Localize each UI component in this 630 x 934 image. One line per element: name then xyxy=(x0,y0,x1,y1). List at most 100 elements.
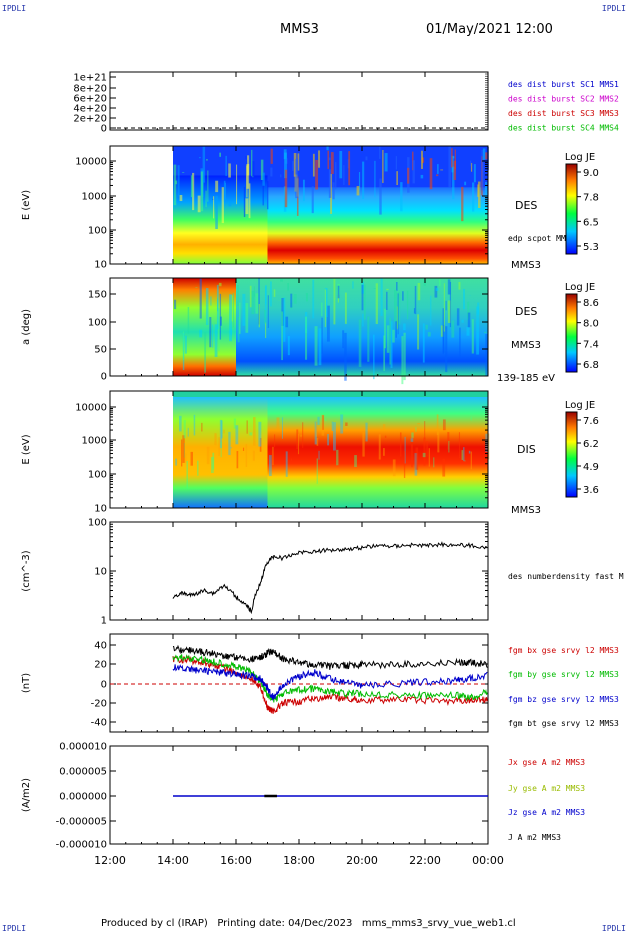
des-pitch-streak xyxy=(314,326,318,366)
des-energy-streak xyxy=(262,184,264,206)
dis-energy-streak xyxy=(463,460,466,462)
des-pitch-colorbar-tick-label: 7.4 xyxy=(583,339,599,350)
des-pitch-streak xyxy=(258,278,260,325)
des-pitch-streak xyxy=(305,316,308,360)
des-energy-ytick-label: 100 xyxy=(88,226,107,237)
des-energy-streak xyxy=(362,161,365,199)
des-pitch-streak xyxy=(199,329,203,338)
dis-energy-colorbar-tick-label: 7.6 xyxy=(583,416,599,427)
des-energy-streak xyxy=(270,167,273,177)
dis-energy-pre xyxy=(173,397,268,508)
des-energy-streak xyxy=(421,150,423,169)
dis-energy-streak xyxy=(325,418,327,421)
des-pitch-streak xyxy=(463,288,466,310)
current-ylabel: (A/m2) xyxy=(21,778,32,812)
dis-energy-streak xyxy=(268,455,272,477)
dis-energy-ytick-label: 10 xyxy=(94,504,107,515)
des-pitch-streak xyxy=(199,278,202,319)
des-energy-streak xyxy=(437,164,439,174)
des-pitch-streak xyxy=(195,286,198,288)
des-energy-streak xyxy=(348,151,351,186)
des-pitch-streak xyxy=(445,326,448,373)
des-pitch-streak xyxy=(255,293,259,314)
des-pitch-streak xyxy=(237,285,239,307)
current-ytick-label: 0.000010 xyxy=(59,742,107,753)
des-pitch-streak xyxy=(471,319,474,354)
dis-energy-streak xyxy=(433,457,435,468)
des-pitch-streak xyxy=(321,317,323,354)
des-pitch-streak xyxy=(373,334,375,380)
bfield-series-line-2 xyxy=(172,654,488,703)
bfield-legend-3: fgm bz gse srvy l2 MMS3 xyxy=(508,695,619,704)
des-energy-streak xyxy=(311,186,314,214)
dis-energy-streak xyxy=(181,439,183,467)
dis-energy-streak xyxy=(345,422,348,426)
dis-energy-streak xyxy=(336,449,339,466)
des-energy-streak xyxy=(461,186,464,222)
dis-energy-streak xyxy=(423,437,426,466)
des-pitch-streak xyxy=(229,294,232,342)
des-pitch-streak xyxy=(352,281,354,289)
des-energy-sc-label: MMS3 xyxy=(511,260,541,271)
des-energy-streak xyxy=(192,172,195,211)
des-energy-streak xyxy=(228,163,231,178)
des-energy-streak xyxy=(221,187,224,224)
des-pitch-streak xyxy=(249,285,252,308)
density-ylabel: (cm^-3) xyxy=(21,550,32,591)
des-energy-streak xyxy=(343,165,345,186)
des-pitch-streak xyxy=(403,332,406,381)
des-energy-streak xyxy=(452,156,455,159)
current-ytick-label: -0.000010 xyxy=(56,840,107,851)
des-energy-pre xyxy=(173,175,268,264)
current-panel-frame xyxy=(109,745,489,845)
dis-energy-streak xyxy=(424,421,426,439)
des-pitch-streak xyxy=(305,292,308,302)
dist-ytick-label: 2e+20 xyxy=(73,114,107,125)
des-pitch-streak xyxy=(438,279,441,287)
des-pitch-streak xyxy=(451,320,455,338)
des-energy-streak xyxy=(251,149,253,177)
dis-energy-streak xyxy=(340,414,344,434)
des-energy-streak xyxy=(215,180,219,193)
des-energy-streak xyxy=(473,164,476,183)
des-pitch-streak xyxy=(337,285,340,299)
des-energy-streak xyxy=(293,153,297,177)
dis-energy-streak xyxy=(415,447,419,470)
des-pitch-streak xyxy=(484,331,487,334)
des-pitch-streak xyxy=(333,278,336,325)
des-pitch-streak xyxy=(283,297,286,342)
dis-energy-streak xyxy=(404,436,406,464)
dis-energy-streak xyxy=(378,434,381,460)
dis-energy-streak xyxy=(321,414,325,436)
dist-ytick-label: 4e+20 xyxy=(73,104,107,115)
dis-energy-streak xyxy=(253,417,256,446)
bfield-ylabel: (nT) xyxy=(21,673,32,693)
des-energy-streak xyxy=(173,164,177,206)
dis-energy-streak xyxy=(175,458,178,466)
des-energy-streak xyxy=(485,152,488,160)
dis-energy-streak xyxy=(179,415,182,432)
footer-text: Produced by cl (IRAP) Printing date: 04/… xyxy=(101,918,516,929)
dis-energy-streak xyxy=(276,417,280,432)
des-energy-streak xyxy=(384,153,388,172)
dist-ytick-label: 8e+20 xyxy=(73,84,107,95)
des-pitch-streak xyxy=(476,306,479,355)
des-pitch-streak xyxy=(324,287,328,318)
des-pitch-streak xyxy=(427,332,431,337)
des-pitch-streak xyxy=(265,322,267,339)
dis-energy-streak xyxy=(206,446,210,465)
x-tick-label: 16:00 xyxy=(220,854,252,867)
des-energy-streak xyxy=(202,146,206,183)
x-tick-label: 00:00 xyxy=(472,854,504,867)
des-pitch-streak xyxy=(318,328,322,366)
des-pitch-colorbar-tick-label: 8.0 xyxy=(583,319,599,330)
des-energy-streak xyxy=(379,146,381,159)
x-tick-label: 14:00 xyxy=(157,854,189,867)
des-pitch-streak xyxy=(210,296,212,306)
dis-energy-streak xyxy=(274,434,276,448)
des-pitch-streak xyxy=(430,295,432,326)
des-energy-streak xyxy=(260,159,264,180)
des-energy-streak xyxy=(245,155,247,160)
dis-energy-streak xyxy=(196,460,199,476)
dis-energy-streak xyxy=(382,424,386,431)
